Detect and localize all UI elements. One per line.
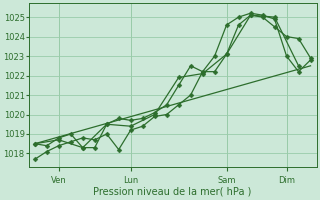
X-axis label: Pression niveau de la mer( hPa ): Pression niveau de la mer( hPa )	[93, 187, 252, 197]
